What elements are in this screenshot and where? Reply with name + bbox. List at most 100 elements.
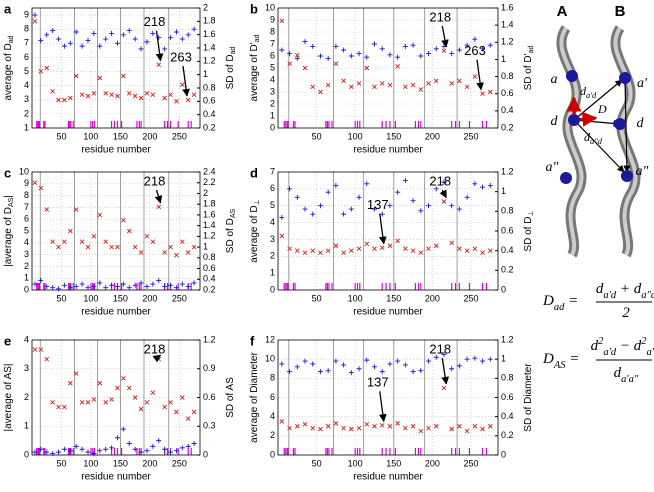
x-tick-label: 250 <box>172 131 187 141</box>
data-point <box>379 369 385 375</box>
data-point <box>56 449 62 455</box>
x-axis-label: residue number <box>353 472 423 483</box>
data-point <box>371 364 377 370</box>
data-point <box>387 361 393 367</box>
annotation-arrow <box>154 189 163 204</box>
data-point <box>32 19 38 24</box>
y2-tick-label: 0 <box>501 449 506 459</box>
data-point <box>426 246 431 252</box>
data-point <box>115 93 120 99</box>
data-point <box>341 425 346 431</box>
data-point <box>441 179 447 185</box>
data-point <box>395 238 400 244</box>
y2-tick-label: 1.6 <box>203 209 216 219</box>
data-point <box>333 43 339 49</box>
y-tick-label: 6 <box>270 50 275 60</box>
data-point <box>85 93 91 99</box>
y-tick-label: 10 <box>265 354 275 364</box>
data-point <box>150 239 156 245</box>
y2-tick-label: 0.8 <box>501 206 514 216</box>
x-tick-label: 200 <box>425 293 440 303</box>
y-tick-label: 8 <box>270 26 275 36</box>
x-tick-label: 250 <box>463 131 478 141</box>
data-point <box>341 250 346 255</box>
y-tick-label: 4 <box>24 80 29 90</box>
x-tick-label: 250 <box>172 458 187 468</box>
data-point <box>379 211 385 217</box>
text-part: SD of Diameter <box>523 363 534 432</box>
data-point <box>56 404 61 410</box>
x-tick-label: 200 <box>142 131 157 141</box>
text-part: d <box>614 365 622 381</box>
data-point <box>126 441 132 446</box>
data-point <box>144 448 150 454</box>
y2-tick-label: 0.2 <box>501 265 514 275</box>
data-point <box>85 449 91 455</box>
data-point <box>144 91 150 96</box>
annotation-arrow <box>476 59 484 91</box>
data-point <box>441 199 447 204</box>
data-point <box>156 204 162 210</box>
y-tick-label: 5 <box>24 66 29 76</box>
data-point <box>318 89 323 95</box>
y2-tick-label: 0.4 <box>203 109 216 119</box>
y2-tick-label: 0.6 <box>501 225 514 235</box>
y2-tick-label: 0.9 <box>203 363 216 373</box>
y-axis-label: |average of AS| <box>3 363 14 431</box>
data-point <box>302 358 308 364</box>
data-point <box>379 422 385 428</box>
data-point <box>91 283 97 289</box>
data-point <box>349 426 354 432</box>
annotation: 218 <box>144 341 166 356</box>
y-tick-label: 3 <box>24 363 29 373</box>
data-point <box>144 399 150 405</box>
data-point <box>372 246 377 252</box>
data-point <box>67 285 73 291</box>
data-point <box>426 51 432 57</box>
data-point <box>287 369 293 375</box>
data-point <box>433 46 439 52</box>
data-point <box>168 399 173 405</box>
text-part: − d <box>616 338 642 354</box>
data-point <box>310 361 316 367</box>
y2-tick-label: 2 <box>203 188 208 198</box>
data-point <box>85 37 91 43</box>
y-tick-label: 5 <box>24 225 29 235</box>
data-point <box>91 30 97 36</box>
data-point <box>191 441 197 446</box>
data-point <box>38 446 44 452</box>
data-point <box>464 356 470 362</box>
data-point <box>67 95 73 101</box>
text-part: SD of AS <box>225 377 236 418</box>
data-point <box>138 46 144 52</box>
residue-dot <box>621 170 633 182</box>
data-point <box>73 371 79 376</box>
text-part: | <box>3 195 14 198</box>
data-point <box>38 185 44 191</box>
data-point <box>310 425 316 431</box>
data-point <box>109 92 114 97</box>
x-tick-label: 150 <box>113 458 128 468</box>
y-tick-label: 1 <box>270 110 275 120</box>
y2-tick-label: 2.4 <box>203 166 216 176</box>
data-point <box>441 385 447 391</box>
y-tick-label: 4 <box>270 217 275 227</box>
y-tick-label: 5 <box>270 200 275 210</box>
helix-label: A <box>557 3 568 20</box>
data-point <box>67 380 73 386</box>
panel: b 50 100 150 200 250 0 1 2 3 4 5 6 7 8 9 10 0.2 0.4 0.6 0.8 1… <box>249 1 536 155</box>
annotation: 218 <box>429 341 451 356</box>
x-tick-label: 250 <box>463 293 478 303</box>
data-point <box>356 81 362 86</box>
data-point <box>79 239 85 245</box>
data-point <box>302 206 308 212</box>
y2-tick-label: 2.2 <box>203 177 216 187</box>
panel-label: b <box>250 1 258 16</box>
data-point <box>114 283 120 289</box>
data-point <box>310 211 316 217</box>
data-point <box>395 358 401 364</box>
data-point <box>173 448 179 454</box>
data-point <box>317 53 323 59</box>
data-point <box>67 228 73 234</box>
